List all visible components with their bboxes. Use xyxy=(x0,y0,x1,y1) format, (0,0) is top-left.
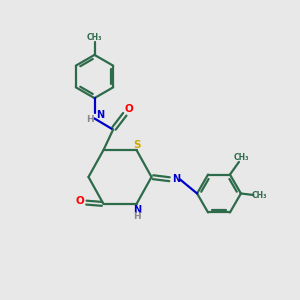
Text: N: N xyxy=(133,205,141,215)
Text: O: O xyxy=(124,103,133,114)
Text: N: N xyxy=(172,174,180,184)
Text: O: O xyxy=(75,196,84,206)
Text: CH₃: CH₃ xyxy=(87,33,102,42)
Text: H: H xyxy=(133,212,141,221)
Text: CH₃: CH₃ xyxy=(234,153,249,162)
Text: CH₃: CH₃ xyxy=(252,191,267,200)
Text: S: S xyxy=(133,140,141,150)
Text: N: N xyxy=(96,110,104,121)
Text: H: H xyxy=(86,115,94,124)
